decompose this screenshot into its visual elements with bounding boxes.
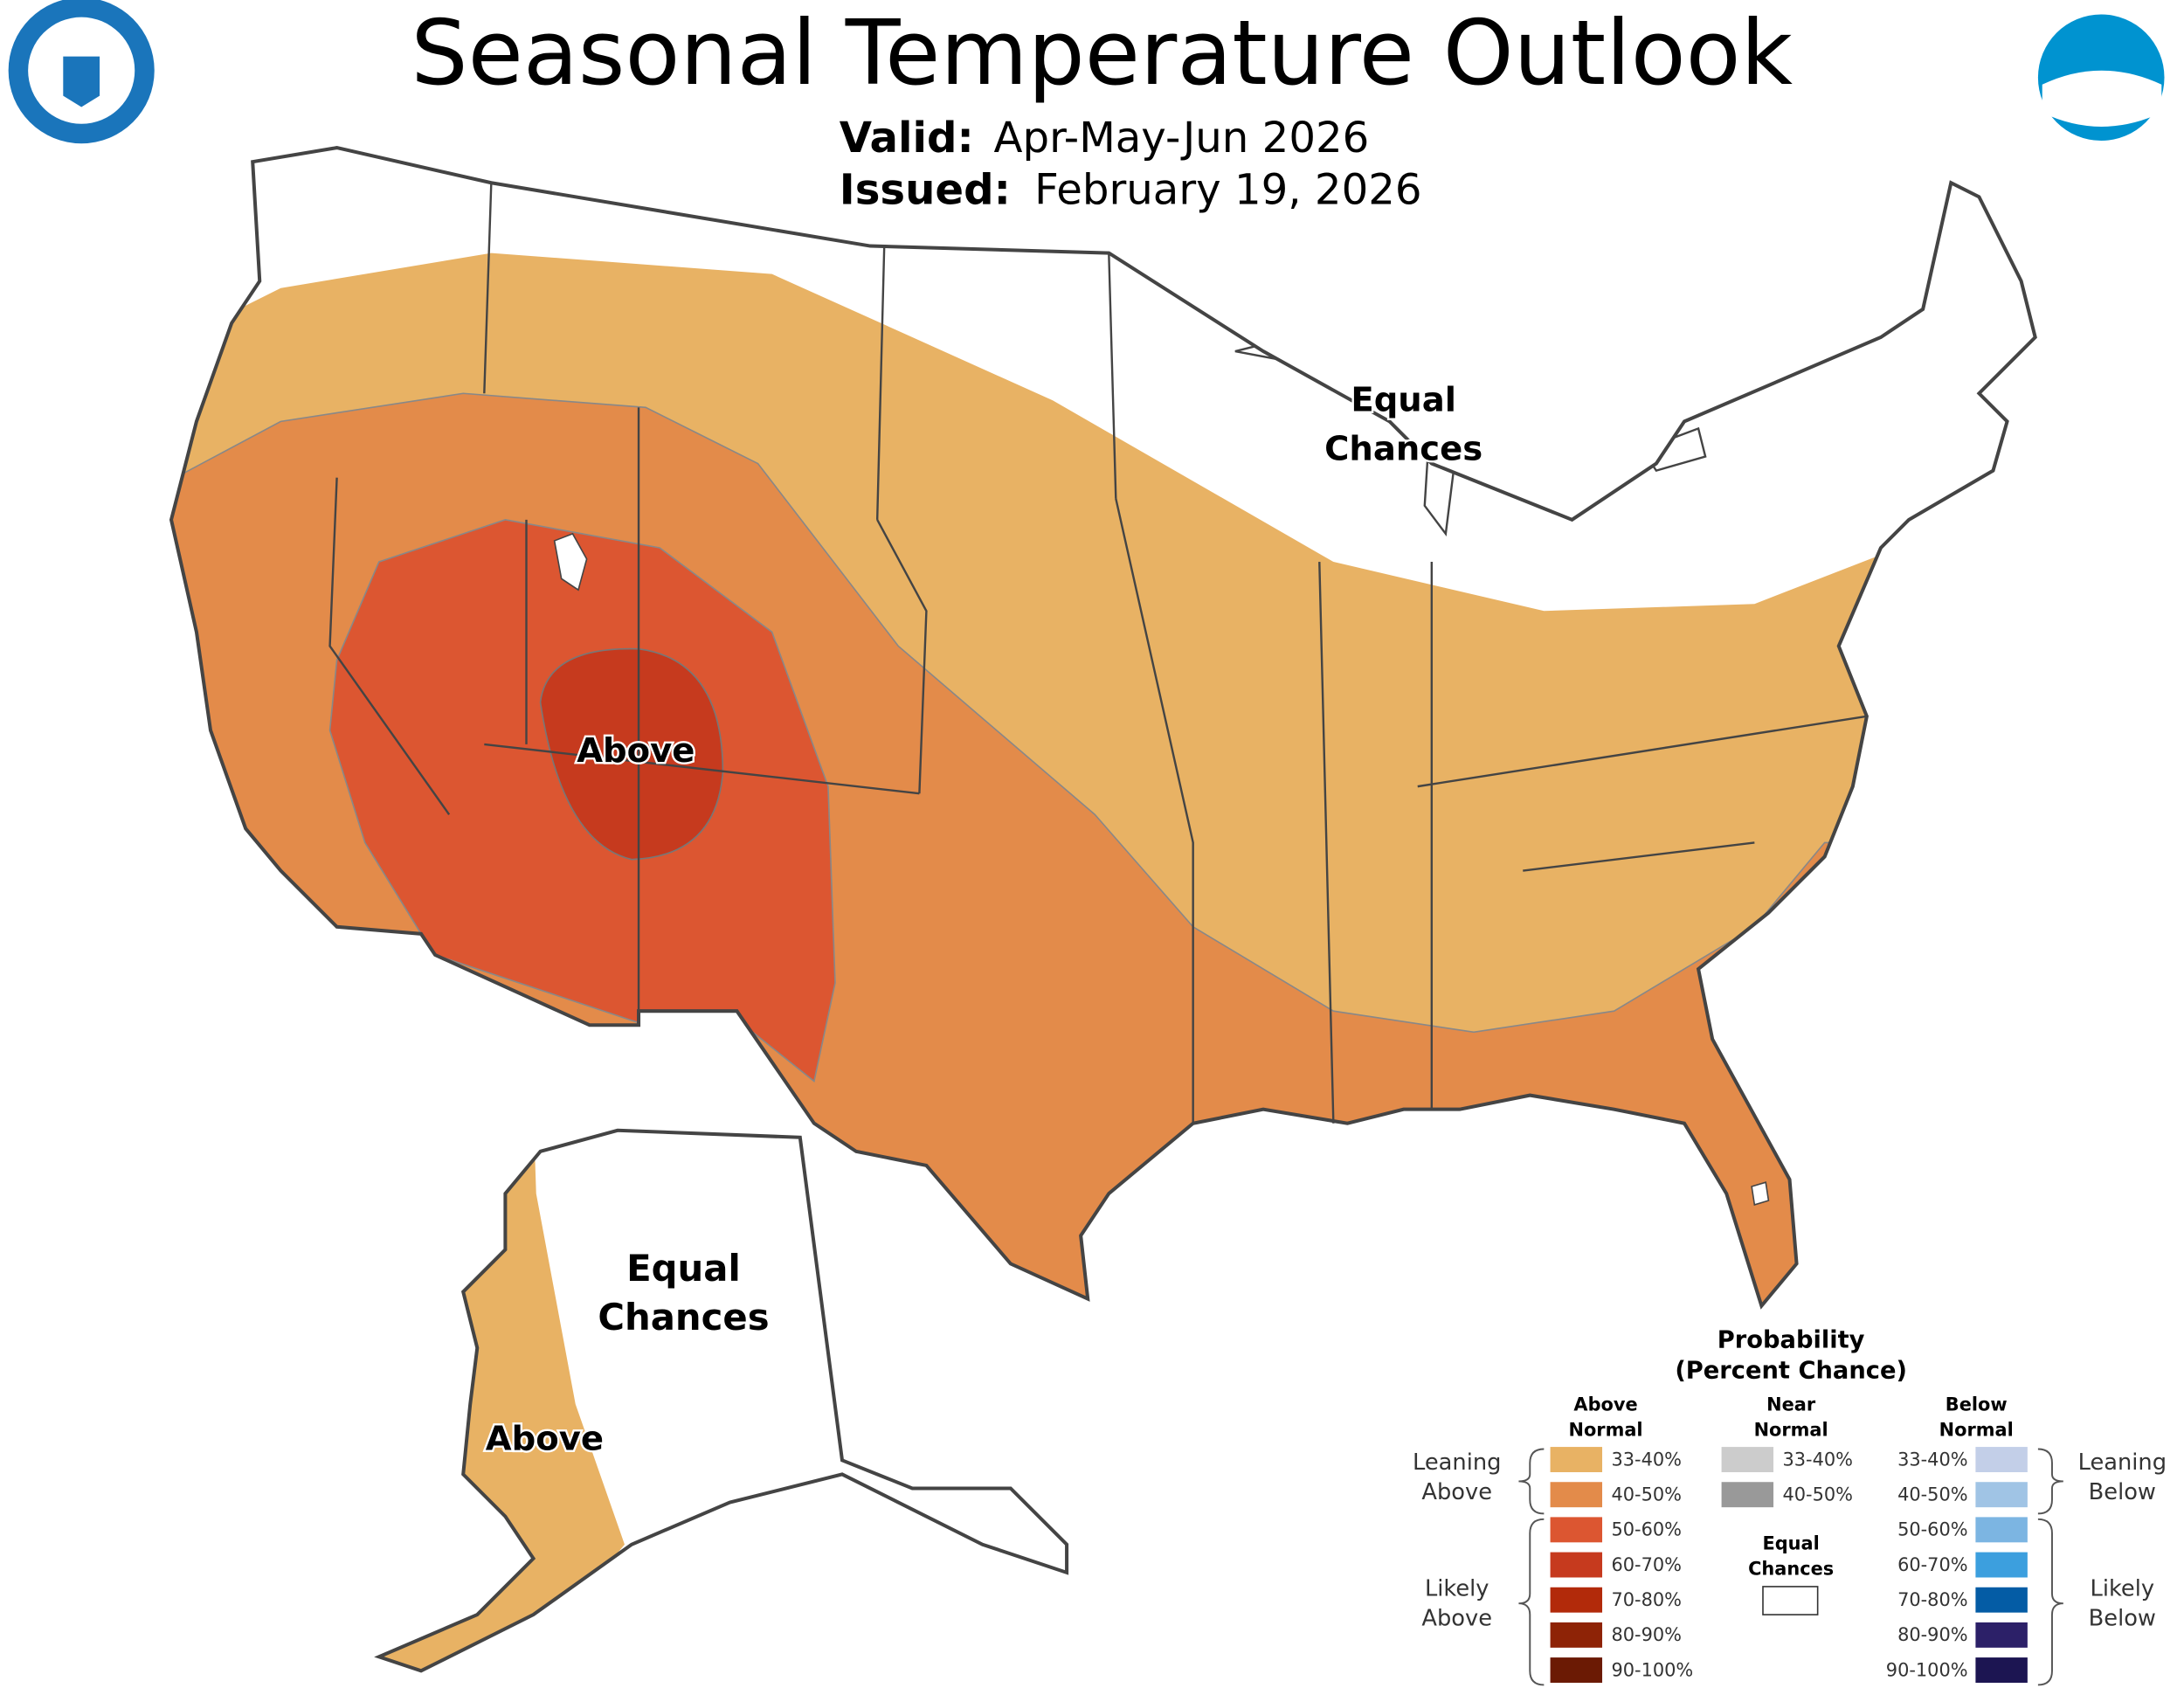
legend-column-heading: Above bbox=[1573, 1394, 1637, 1415]
doc-shield bbox=[63, 56, 100, 107]
legend-swatch bbox=[1548, 1621, 1604, 1650]
legend-item-label: 50-60% bbox=[1897, 1519, 1968, 1540]
doc-logo bbox=[8, 0, 155, 144]
issued-label: Issued: bbox=[840, 165, 1011, 214]
legend-swatch bbox=[1973, 1480, 2029, 1509]
state-lines bbox=[328, 183, 1868, 1124]
legend-item-label: 33-40% bbox=[1611, 1449, 1681, 1470]
map-label: Chances bbox=[598, 1296, 769, 1339]
legend-swatch bbox=[1973, 1550, 2029, 1580]
legend: Probability (Percent Chance) Above Normal 33… bbox=[1413, 1326, 2167, 1686]
alaska-outline bbox=[374, 1128, 1069, 1673]
map-label: Equal bbox=[1351, 380, 1456, 419]
legend-item-label: 80-90% bbox=[1897, 1624, 1968, 1645]
legend-group-label: Likely bbox=[2091, 1576, 2155, 1602]
region-60-70 bbox=[539, 647, 724, 861]
legend-item-label: 40-50% bbox=[1611, 1484, 1681, 1505]
valid-label: Valid: bbox=[840, 114, 974, 163]
region-equal-chances-florida bbox=[1751, 1181, 1770, 1206]
legend-swatch bbox=[1548, 1656, 1604, 1685]
legend-group-label: Below bbox=[2089, 1605, 2156, 1631]
legend-equal-chances: Chances bbox=[1748, 1559, 1834, 1580]
map-label: Chances bbox=[1324, 430, 1482, 469]
valid-value: Apr-May-Jun 2026 bbox=[994, 114, 1370, 163]
issued-value: February 19, 2026 bbox=[1034, 165, 1421, 214]
legend-column-heading: Normal bbox=[1939, 1420, 2014, 1441]
legend-group-label: Above bbox=[1421, 1479, 1492, 1505]
legend-item-label: 40-50% bbox=[1897, 1484, 1968, 1505]
legend-braces bbox=[1518, 1448, 2063, 1686]
legend-column-heading: Normal bbox=[1568, 1420, 1642, 1441]
map-label: Above bbox=[486, 1419, 604, 1458]
map-label: Above bbox=[577, 731, 695, 771]
legend-swatch bbox=[1719, 1480, 1775, 1509]
noaa-logo bbox=[2037, 14, 2165, 142]
legend-column-heading: Near bbox=[1766, 1394, 1816, 1415]
legend-group-label: Leaning bbox=[2078, 1449, 2167, 1476]
legend-item-label: 90-100% bbox=[1611, 1659, 1693, 1680]
legend-item-label: 70-80% bbox=[1611, 1589, 1681, 1610]
map-labels: Equal Chances Above Equal Chances Above bbox=[483, 378, 1484, 1461]
legend-swatch bbox=[1548, 1515, 1604, 1544]
legend-swatch bbox=[1973, 1656, 2029, 1685]
legend-column-heading: Below bbox=[1946, 1394, 2008, 1415]
title: Seasonal Temperature Outlook bbox=[411, 2, 1793, 106]
legend-title: Probability bbox=[1717, 1326, 1865, 1353]
legend-swatch bbox=[1973, 1621, 2029, 1650]
legend-item-label: 80-90% bbox=[1611, 1624, 1681, 1645]
legend-item-label: 33-40% bbox=[1782, 1449, 1852, 1470]
legend-item-label: 40-50% bbox=[1782, 1484, 1852, 1505]
legend-item-label: 70-80% bbox=[1897, 1589, 1968, 1610]
legend-swatch bbox=[1548, 1586, 1604, 1615]
legend-item-label: 50-60% bbox=[1611, 1519, 1681, 1540]
legend-group-label: Below bbox=[2089, 1479, 2156, 1505]
legend-item-label: 33-40% bbox=[1897, 1449, 1968, 1470]
legend-title: (Percent Chance) bbox=[1675, 1358, 1907, 1385]
legend-swatch bbox=[1973, 1586, 2029, 1615]
legend-equal-chances: Equal bbox=[1762, 1533, 1819, 1554]
legend-group-label: Leaning bbox=[1413, 1449, 1501, 1476]
legend-swatch bbox=[1719, 1445, 1775, 1474]
legend-item-label: 90-100% bbox=[1886, 1659, 1968, 1680]
region-equal-chances-utah bbox=[553, 532, 588, 591]
legend-swatch bbox=[1548, 1445, 1604, 1474]
map-label: Equal bbox=[626, 1247, 741, 1290]
legend-swatch bbox=[1548, 1550, 1604, 1580]
legend-swatch-equal bbox=[1762, 1586, 1819, 1615]
legend-item-label: 60-70% bbox=[1611, 1554, 1681, 1575]
legend-group-label: Above bbox=[1421, 1605, 1492, 1631]
map-lines bbox=[171, 148, 2035, 1673]
legend-item-label: 60-70% bbox=[1897, 1554, 1968, 1575]
noaa-gull bbox=[2042, 70, 2162, 127]
legend-group-label: Likely bbox=[1425, 1576, 1489, 1602]
legend-column-heading: Normal bbox=[1754, 1420, 1828, 1441]
legend-swatch bbox=[1973, 1445, 2029, 1474]
legend-swatch bbox=[1973, 1515, 2029, 1544]
legend-swatch bbox=[1548, 1480, 1604, 1509]
